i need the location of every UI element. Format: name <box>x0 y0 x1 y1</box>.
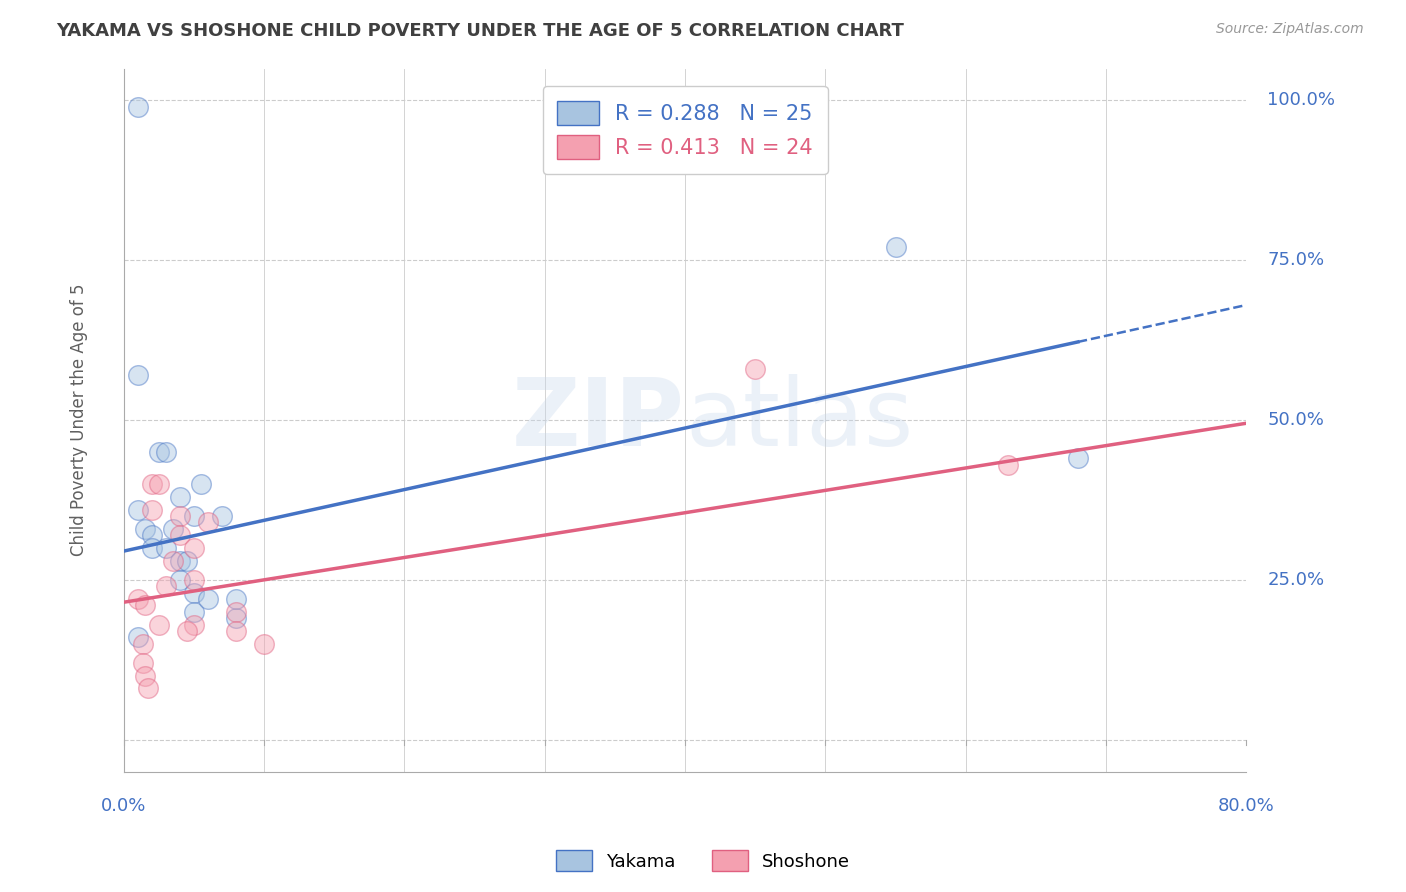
Point <box>183 508 205 523</box>
Point <box>141 502 163 516</box>
Point <box>141 528 163 542</box>
Point <box>134 669 156 683</box>
Point <box>169 573 191 587</box>
Point <box>197 592 219 607</box>
Text: 80.0%: 80.0% <box>1218 797 1275 815</box>
Point <box>132 656 155 670</box>
Point <box>183 585 205 599</box>
Text: ZIP: ZIP <box>512 374 685 466</box>
Point <box>127 100 149 114</box>
Point <box>225 624 247 638</box>
Point <box>127 368 149 383</box>
Point <box>169 528 191 542</box>
Point <box>141 541 163 555</box>
Point <box>884 240 907 254</box>
Point <box>169 490 191 504</box>
Point <box>169 554 191 568</box>
Text: 25.0%: 25.0% <box>1267 571 1324 589</box>
Point <box>162 522 184 536</box>
Point <box>183 573 205 587</box>
Point <box>148 477 170 491</box>
Point <box>197 516 219 530</box>
Point <box>211 508 233 523</box>
Point <box>148 445 170 459</box>
Text: 75.0%: 75.0% <box>1267 252 1324 269</box>
Point <box>183 617 205 632</box>
Point <box>183 605 205 619</box>
Point <box>141 477 163 491</box>
Point <box>183 541 205 555</box>
Point <box>155 579 177 593</box>
Text: Source: ZipAtlas.com: Source: ZipAtlas.com <box>1216 22 1364 37</box>
Point <box>148 617 170 632</box>
Point <box>169 508 191 523</box>
Text: Child Poverty Under the Age of 5: Child Poverty Under the Age of 5 <box>70 284 89 557</box>
Point <box>134 599 156 613</box>
Legend: Yakama, Shoshone: Yakama, Shoshone <box>548 843 858 879</box>
Point <box>1067 451 1090 466</box>
Point <box>225 605 247 619</box>
Point <box>744 362 766 376</box>
Point <box>127 631 149 645</box>
Point <box>176 554 198 568</box>
Text: 100.0%: 100.0% <box>1267 92 1336 110</box>
Point <box>190 477 212 491</box>
Point <box>134 522 156 536</box>
Point <box>253 637 276 651</box>
Point <box>155 541 177 555</box>
Text: 50.0%: 50.0% <box>1267 411 1324 429</box>
Point <box>997 458 1019 472</box>
Text: atlas: atlas <box>685 374 914 466</box>
Point <box>127 502 149 516</box>
Point <box>136 681 159 696</box>
Point <box>176 624 198 638</box>
Point <box>132 637 155 651</box>
Text: YAKAMA VS SHOSHONE CHILD POVERTY UNDER THE AGE OF 5 CORRELATION CHART: YAKAMA VS SHOSHONE CHILD POVERTY UNDER T… <box>56 22 904 40</box>
Point <box>155 445 177 459</box>
Legend: R = 0.288   N = 25, R = 0.413   N = 24: R = 0.288 N = 25, R = 0.413 N = 24 <box>543 86 828 174</box>
Point <box>225 592 247 607</box>
Point <box>162 554 184 568</box>
Point <box>225 611 247 625</box>
Point <box>127 592 149 607</box>
Text: 0.0%: 0.0% <box>101 797 146 815</box>
